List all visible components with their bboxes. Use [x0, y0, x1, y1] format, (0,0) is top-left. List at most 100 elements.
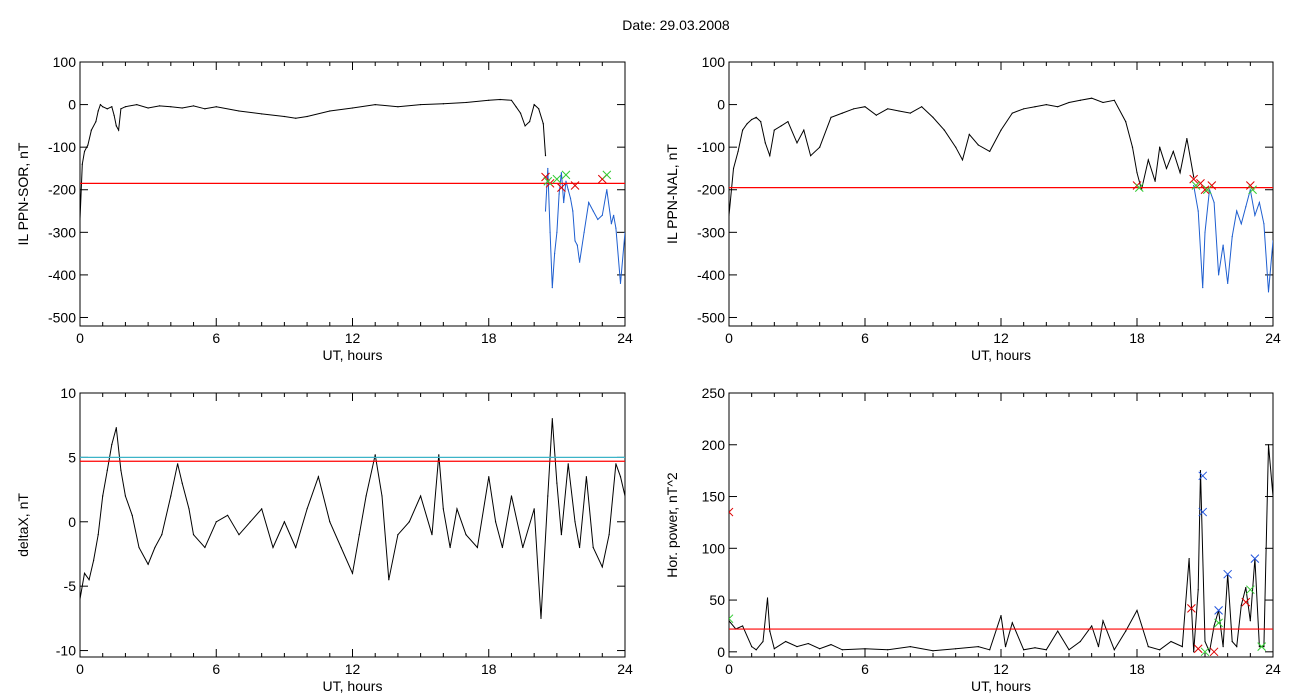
- data-point: [488, 476, 490, 478]
- data-point: [249, 521, 251, 523]
- data-point: [88, 579, 90, 581]
- data-point: [1057, 630, 1059, 632]
- data-point: [120, 469, 122, 471]
- y-axis-label: Hor. power, nT^2: [664, 472, 680, 578]
- plot-frame: [728, 61, 1274, 327]
- data-point: [306, 508, 308, 510]
- marker-red: [570, 181, 580, 190]
- data-point: [787, 121, 789, 123]
- x-tick-label: 12: [993, 330, 1009, 346]
- data-point: [1057, 106, 1059, 108]
- data-point: [1068, 101, 1070, 104]
- data-point: [544, 155, 547, 157]
- data-point: [1258, 646, 1260, 648]
- data-point: [147, 563, 149, 565]
- data-point: [887, 108, 889, 110]
- marker-blue-stroke: [1250, 554, 1260, 564]
- data-point: [1197, 210, 1199, 212]
- x-tick-label: 6: [212, 661, 220, 677]
- x-tick-label: 12: [993, 661, 1009, 677]
- marker-green-stroke: [1134, 183, 1144, 192]
- data-point: [762, 640, 764, 643]
- data-point: [932, 650, 934, 652]
- data-point: [476, 546, 478, 549]
- marker-blue: [1198, 507, 1208, 517]
- y-tick-label: 100: [53, 54, 77, 70]
- plot-area: [80, 418, 625, 619]
- data-point: [613, 214, 615, 216]
- data-point: [1249, 620, 1251, 622]
- data-point: [578, 261, 581, 263]
- data-point: [1236, 646, 1238, 648]
- data-point: [1023, 649, 1025, 651]
- data-point: [1240, 604, 1242, 606]
- data-point: [1222, 244, 1224, 246]
- marker-blue: [1223, 569, 1233, 579]
- data-point: [1236, 210, 1238, 212]
- data-point: [238, 110, 240, 112]
- data-point: [351, 572, 354, 574]
- data-point: [397, 534, 399, 536]
- series-line-1: [1193, 185, 1273, 292]
- data-point: [977, 646, 979, 648]
- data-point: [785, 640, 787, 643]
- marker-red-stroke: [1209, 647, 1219, 657]
- y-tick-label: 250: [702, 385, 726, 401]
- x-tick-label: 6: [861, 330, 869, 346]
- data-point: [751, 646, 753, 648]
- data-point: [1045, 649, 1047, 651]
- x-tick-label: 6: [861, 661, 869, 677]
- data-point: [238, 534, 240, 536]
- marker-green: [1245, 585, 1255, 595]
- data-point: [1159, 649, 1161, 651]
- data-point: [583, 231, 585, 233]
- data-point: [111, 443, 113, 446]
- data-point: [1034, 647, 1036, 649]
- data-point: [456, 508, 458, 510]
- data-point: [204, 108, 206, 110]
- data-point: [556, 231, 558, 233]
- data-point: [120, 108, 122, 110]
- marker-green-stroke: [1245, 585, 1255, 595]
- y-tick-label: -300: [48, 224, 76, 240]
- y-tick-label: 0: [717, 644, 725, 660]
- data-point: [106, 469, 108, 471]
- data-point: [549, 231, 551, 233]
- data-point: [494, 521, 497, 523]
- data-point: [796, 646, 798, 648]
- data-point: [909, 646, 911, 648]
- data-point: [746, 123, 748, 125]
- data-point: [1147, 159, 1149, 161]
- data-point: [431, 534, 433, 536]
- data-point: [283, 521, 285, 523]
- data-point: [1258, 201, 1260, 204]
- data-point: [773, 648, 775, 650]
- marker-blue: [1198, 471, 1208, 481]
- data-point: [488, 99, 490, 101]
- y-tick-label: 150: [702, 489, 726, 505]
- y-tick-label: 100: [702, 54, 726, 70]
- y-tick-label: -500: [48, 309, 76, 325]
- x-tick-label: 0: [76, 330, 84, 346]
- data-point: [585, 476, 587, 478]
- x-tick-label: 0: [725, 661, 733, 677]
- data-point: [567, 189, 569, 191]
- data-point: [1272, 240, 1273, 242]
- x-axis-label: UT, hours: [323, 678, 383, 694]
- data-point: [610, 223, 612, 225]
- data-point: [181, 107, 183, 109]
- data-point: [989, 150, 991, 153]
- x-tick-label: 0: [76, 661, 84, 677]
- y-tick-label: -10: [56, 643, 76, 659]
- data-point: [449, 546, 451, 549]
- data-point: [1186, 138, 1188, 140]
- data-point: [138, 546, 140, 549]
- data-point: [113, 114, 115, 116]
- data-point: [803, 129, 805, 131]
- data-point: [170, 106, 172, 108]
- data-point: [943, 129, 945, 131]
- data-point: [519, 112, 522, 114]
- data-point: [90, 129, 92, 131]
- data-point: [615, 463, 617, 465]
- data-point: [1188, 558, 1190, 560]
